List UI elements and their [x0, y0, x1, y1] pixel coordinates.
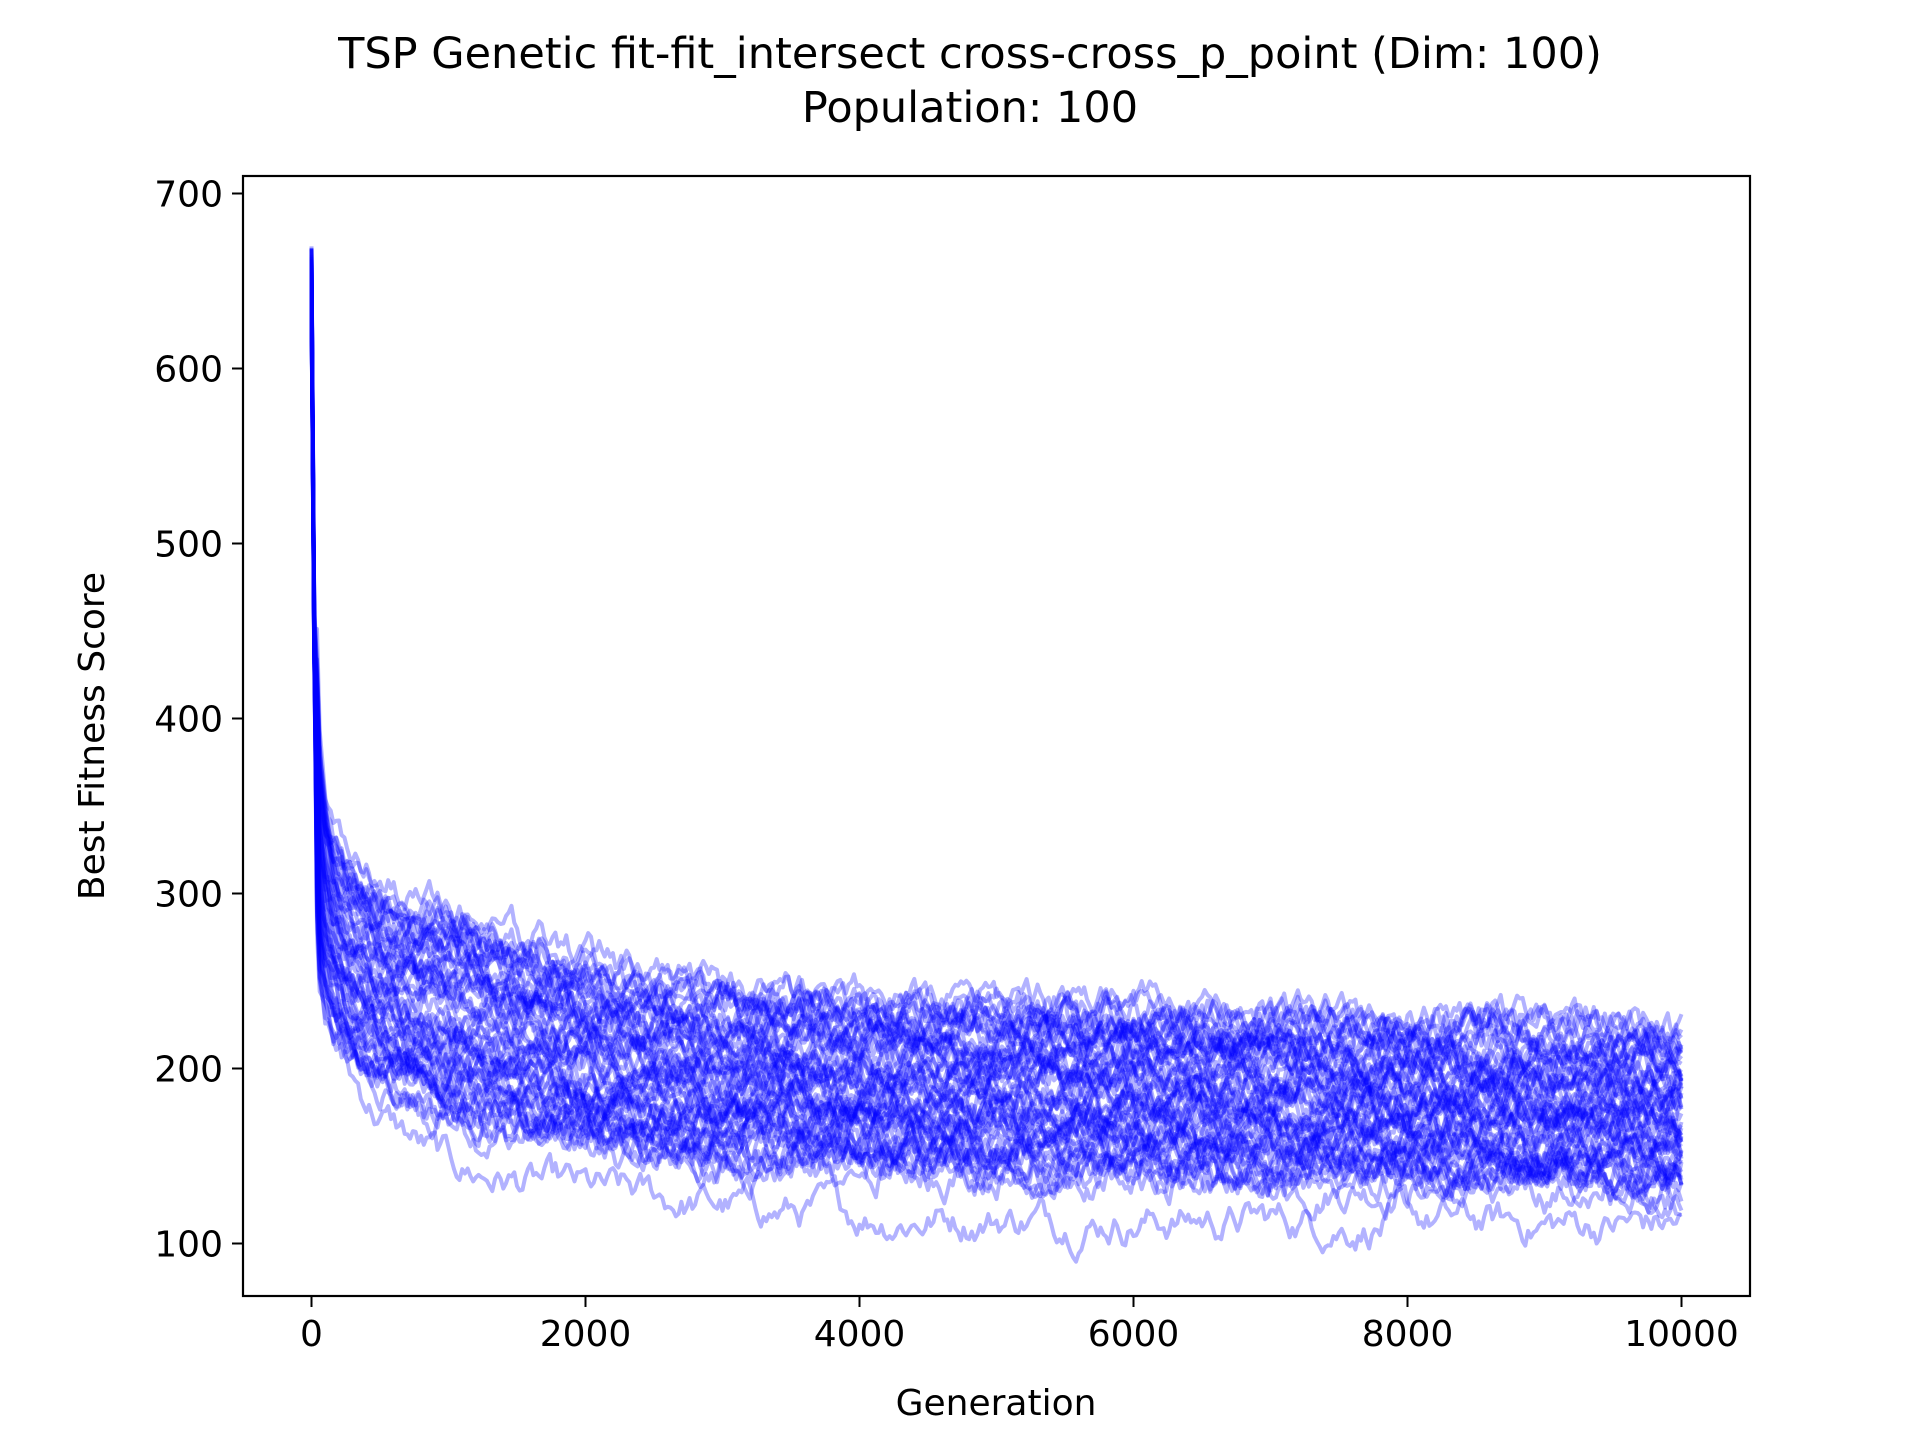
series-line — [309, 270, 1684, 1203]
series-line — [309, 278, 1683, 1134]
series-line — [309, 248, 1684, 1203]
series-line — [309, 261, 1684, 1078]
series-line — [309, 291, 1684, 1170]
series-line — [309, 264, 1683, 1137]
y-tick-label: 100 — [154, 1225, 223, 1266]
series-line — [309, 249, 1683, 1103]
series-line — [309, 314, 1684, 1112]
series-line — [309, 299, 1684, 1126]
series-line — [309, 248, 1684, 1173]
series-group — [309, 246, 1684, 1264]
series-line — [309, 261, 1683, 1203]
series-line — [309, 275, 1684, 1090]
y-tick-label: 700 — [154, 175, 223, 216]
y-axis: 100 200 300 400 500 600 700 — [154, 175, 243, 1266]
series-line — [309, 312, 1683, 1089]
series-line — [309, 283, 1684, 1093]
y-tick-label: 600 — [154, 350, 223, 391]
series-line — [309, 279, 1684, 1085]
series-line — [309, 265, 1684, 1194]
series-line — [309, 312, 1684, 1200]
series-line — [309, 315, 1683, 1195]
series-line — [309, 263, 1684, 1057]
series-line — [309, 259, 1683, 1057]
y-tick-label: 500 — [154, 525, 223, 566]
series-line — [309, 259, 1683, 1139]
y-tick-label: 400 — [154, 700, 223, 741]
series-line — [309, 300, 1684, 1115]
x-tick-label: 2000 — [540, 1314, 632, 1355]
x-tick-label: 0 — [300, 1314, 323, 1355]
series-line — [309, 258, 1684, 1078]
series-line — [309, 254, 1684, 1215]
series-line — [309, 249, 1684, 1167]
chart-title: TSP Genetic fit-fit_intersect cross-cros… — [337, 29, 1602, 79]
series-line — [309, 312, 1684, 1090]
x-axis: 0 2000 4000 6000 8000 10000 — [300, 1296, 1739, 1355]
series-line — [309, 257, 1682, 1115]
series-line — [309, 313, 1684, 1204]
series-line — [309, 291, 1683, 1174]
series-line — [309, 312, 1684, 1065]
series-line — [309, 248, 1684, 1072]
series-line — [309, 283, 1684, 1154]
series-line — [309, 259, 1684, 1118]
series-line — [309, 313, 1684, 1184]
y-axis-label: Best Fitness Score — [72, 572, 113, 900]
series-line — [309, 274, 1684, 1210]
chart-subtitle: Population: 100 — [802, 83, 1138, 133]
series-line — [309, 305, 1684, 1072]
series-line — [309, 300, 1684, 1147]
series-line — [309, 288, 1684, 1073]
series-line — [309, 284, 1684, 1086]
series-line — [309, 271, 1684, 1139]
series-line — [309, 280, 1684, 1097]
series-line — [309, 285, 1684, 1166]
series-line — [309, 293, 1683, 1264]
series-line — [309, 311, 1684, 1105]
series-line — [309, 291, 1684, 1116]
series-line — [309, 278, 1684, 1153]
series-line — [309, 286, 1684, 1078]
series-line — [309, 248, 1684, 1194]
series-line — [309, 256, 1684, 1191]
plot-frame — [241, 174, 1752, 1298]
series-line — [309, 271, 1683, 1222]
y-tick-label: 300 — [154, 875, 223, 916]
x-axis-label: Generation — [896, 1383, 1097, 1424]
x-tick-label: 4000 — [814, 1314, 906, 1355]
x-tick-label: 8000 — [1362, 1314, 1454, 1355]
series-line — [309, 293, 1684, 1124]
y-tick-label: 200 — [154, 1050, 223, 1091]
series-line — [309, 278, 1684, 1186]
series-line — [309, 287, 1684, 1140]
series-line — [309, 295, 1684, 1141]
series-line — [309, 246, 1683, 1156]
series-line — [309, 304, 1684, 1220]
series-line — [309, 260, 1684, 1154]
series-line — [309, 310, 1684, 1184]
x-tick-label: 6000 — [1088, 1314, 1180, 1355]
x-tick-label: 10000 — [1624, 1314, 1739, 1355]
series-line — [309, 290, 1684, 1122]
series-line — [309, 247, 1684, 1158]
